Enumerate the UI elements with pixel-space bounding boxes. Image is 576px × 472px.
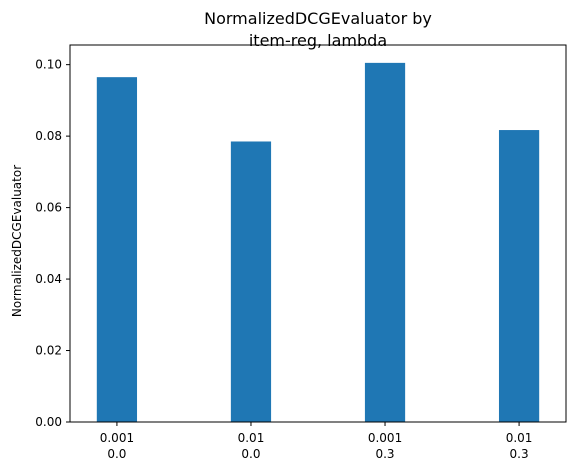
- y-tick-label-0: 0.00: [35, 415, 62, 429]
- x-tick-label-1-line-1: 0.01: [238, 431, 265, 445]
- x-tick-label-0-line-1: 0.001: [100, 431, 134, 445]
- chart-title-line-1: NormalizedDCGEvaluator by: [204, 9, 432, 28]
- x-tick-label-0-line-2: 0.0: [107, 447, 126, 461]
- y-tick-label-2: 0.04: [35, 272, 62, 286]
- plot-frame: [69, 44, 567, 423]
- chart-title-line-2: item-reg, lambda: [249, 31, 387, 50]
- y-tick-label-1: 0.02: [35, 344, 62, 358]
- x-tick-label-3-line-2: 0.3: [510, 447, 529, 461]
- x-axis-ticks: 0.001 0.0 0.01 0.0 0.001 0.3 0.01 0.3: [100, 422, 533, 461]
- bar-3: [498, 130, 540, 422]
- x-tick-label-3-line-1: 0.01: [506, 431, 533, 445]
- y-tick-label-3: 0.06: [35, 201, 62, 215]
- y-axis-ticks: 0.00 0.02 0.04 0.06 0.08 0.10: [35, 58, 70, 429]
- bars-group: [96, 62, 540, 423]
- y-tick-label-4: 0.08: [35, 129, 62, 143]
- bar-1: [230, 141, 272, 423]
- bar-2: [364, 62, 406, 422]
- x-tick-label-1-line-2: 0.0: [241, 447, 260, 461]
- x-tick-label-2-line-1: 0.001: [368, 431, 402, 445]
- y-tick-label-5: 0.10: [35, 58, 62, 72]
- y-axis-label: NormalizedDCGEvaluator: [10, 165, 24, 317]
- x-tick-label-2-line-2: 0.3: [375, 447, 394, 461]
- bar-0: [96, 77, 138, 423]
